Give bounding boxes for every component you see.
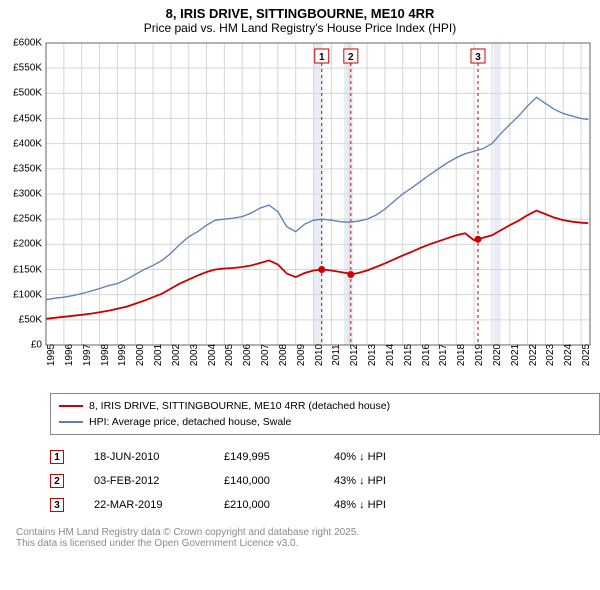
sale-delta: 43% ↓ HPI	[334, 475, 414, 487]
x-tick-label: 2022	[528, 344, 539, 366]
y-tick-label: £450K	[0, 113, 42, 124]
x-tick-label: 2012	[349, 344, 360, 366]
y-tick-label: £0	[0, 340, 42, 351]
x-tick-label: 2004	[207, 344, 218, 366]
x-tick-label: 2014	[385, 344, 396, 366]
x-tick-label: 2013	[367, 344, 378, 366]
x-tick-label: 1996	[64, 344, 75, 366]
x-tick-label: 1995	[46, 344, 57, 366]
x-tick-label: 2008	[278, 344, 289, 366]
legend-label: HPI: Average price, detached house, Swal…	[89, 416, 291, 428]
x-tick-label: 2025	[581, 344, 592, 366]
legend-row: 8, IRIS DRIVE, SITTINGBOURNE, ME10 4RR (…	[59, 398, 591, 414]
legend-label: 8, IRIS DRIVE, SITTINGBOURNE, ME10 4RR (…	[89, 400, 390, 412]
x-tick-label: 2000	[135, 344, 146, 366]
x-tick-label: 2021	[510, 344, 521, 366]
x-tick-label: 2003	[189, 344, 200, 366]
y-tick-label: £400K	[0, 138, 42, 149]
legend: 8, IRIS DRIVE, SITTINGBOURNE, ME10 4RR (…	[50, 393, 600, 435]
sale-date: 03-FEB-2012	[94, 475, 194, 487]
y-tick-label: £350K	[0, 163, 42, 174]
x-tick-label: 1997	[82, 344, 93, 366]
x-tick-label: 2023	[545, 344, 556, 366]
y-tick-label: £250K	[0, 214, 42, 225]
sale-marker: 3	[50, 498, 64, 512]
footer-line1: Contains HM Land Registry data © Crown c…	[16, 527, 600, 538]
x-tick-label: 2024	[563, 344, 574, 366]
sale-row: 1 18-JUN-2010 £149,995 40% ↓ HPI	[50, 445, 600, 469]
sale-delta: 40% ↓ HPI	[334, 451, 414, 463]
x-tick-label: 2017	[438, 344, 449, 366]
legend-swatch	[59, 421, 83, 423]
chart-svg: 1 2 3	[0, 37, 600, 385]
y-tick-label: £100K	[0, 289, 42, 300]
chart-title-block: 8, IRIS DRIVE, SITTINGBOURNE, ME10 4RR P…	[0, 0, 600, 37]
sales-table: 1 18-JUN-2010 £149,995 40% ↓ HPI 2 03-FEB-201…	[50, 445, 600, 517]
title-line1: 8, IRIS DRIVE, SITTINGBOURNE, ME10 4RR	[0, 6, 600, 21]
x-tick-label: 2001	[153, 344, 164, 366]
title-line2: Price paid vs. HM Land Registry's House …	[0, 21, 600, 35]
x-tick-label: 2011	[331, 344, 342, 366]
y-tick-label: £600K	[0, 38, 42, 49]
footer-line2: This data is licensed under the Open Gov…	[16, 538, 600, 549]
y-tick-label: £200K	[0, 239, 42, 250]
y-tick-label: £50K	[0, 314, 42, 325]
x-tick-label: 1999	[117, 344, 128, 366]
legend-swatch	[59, 405, 83, 407]
sale-price: £149,995	[224, 451, 304, 463]
y-tick-label: £150K	[0, 264, 42, 275]
x-tick-label: 2006	[242, 344, 253, 366]
svg-text:2: 2	[348, 52, 354, 63]
sale-row: 2 03-FEB-2012 £140,000 43% ↓ HPI	[50, 469, 600, 493]
sale-price: £210,000	[224, 499, 304, 511]
svg-text:3: 3	[475, 52, 481, 63]
x-tick-label: 2007	[260, 344, 271, 366]
x-tick-label: 2009	[296, 344, 307, 366]
x-tick-label: 2015	[403, 344, 414, 366]
x-tick-label: 2016	[421, 344, 432, 366]
sale-date: 22-MAR-2019	[94, 499, 194, 511]
x-tick-label: 2002	[171, 344, 182, 366]
y-tick-label: £550K	[0, 63, 42, 74]
x-tick-label: 2005	[224, 344, 235, 366]
x-tick-label: 2019	[474, 344, 485, 366]
x-tick-label: 2018	[456, 344, 467, 366]
chart: 1 2 3 £0 £50K £100K £150K £200K £250K £300K £350K…	[0, 37, 600, 385]
y-tick-label: £500K	[0, 88, 42, 99]
svg-text:1: 1	[319, 52, 325, 63]
x-tick-label: 2020	[492, 344, 503, 366]
footer: Contains HM Land Registry data © Crown c…	[16, 527, 600, 549]
sale-marker: 2	[50, 474, 64, 488]
x-tick-label: 1998	[100, 344, 111, 366]
sale-delta: 48% ↓ HPI	[334, 499, 414, 511]
y-tick-label: £300K	[0, 189, 42, 200]
sale-price: £140,000	[224, 475, 304, 487]
x-tick-label: 2010	[314, 344, 325, 366]
sale-row: 3 22-MAR-2019 £210,000 48% ↓ HPI	[50, 493, 600, 517]
legend-row: HPI: Average price, detached house, Swal…	[59, 414, 591, 430]
sale-date: 18-JUN-2010	[94, 451, 194, 463]
sale-marker: 1	[50, 450, 64, 464]
